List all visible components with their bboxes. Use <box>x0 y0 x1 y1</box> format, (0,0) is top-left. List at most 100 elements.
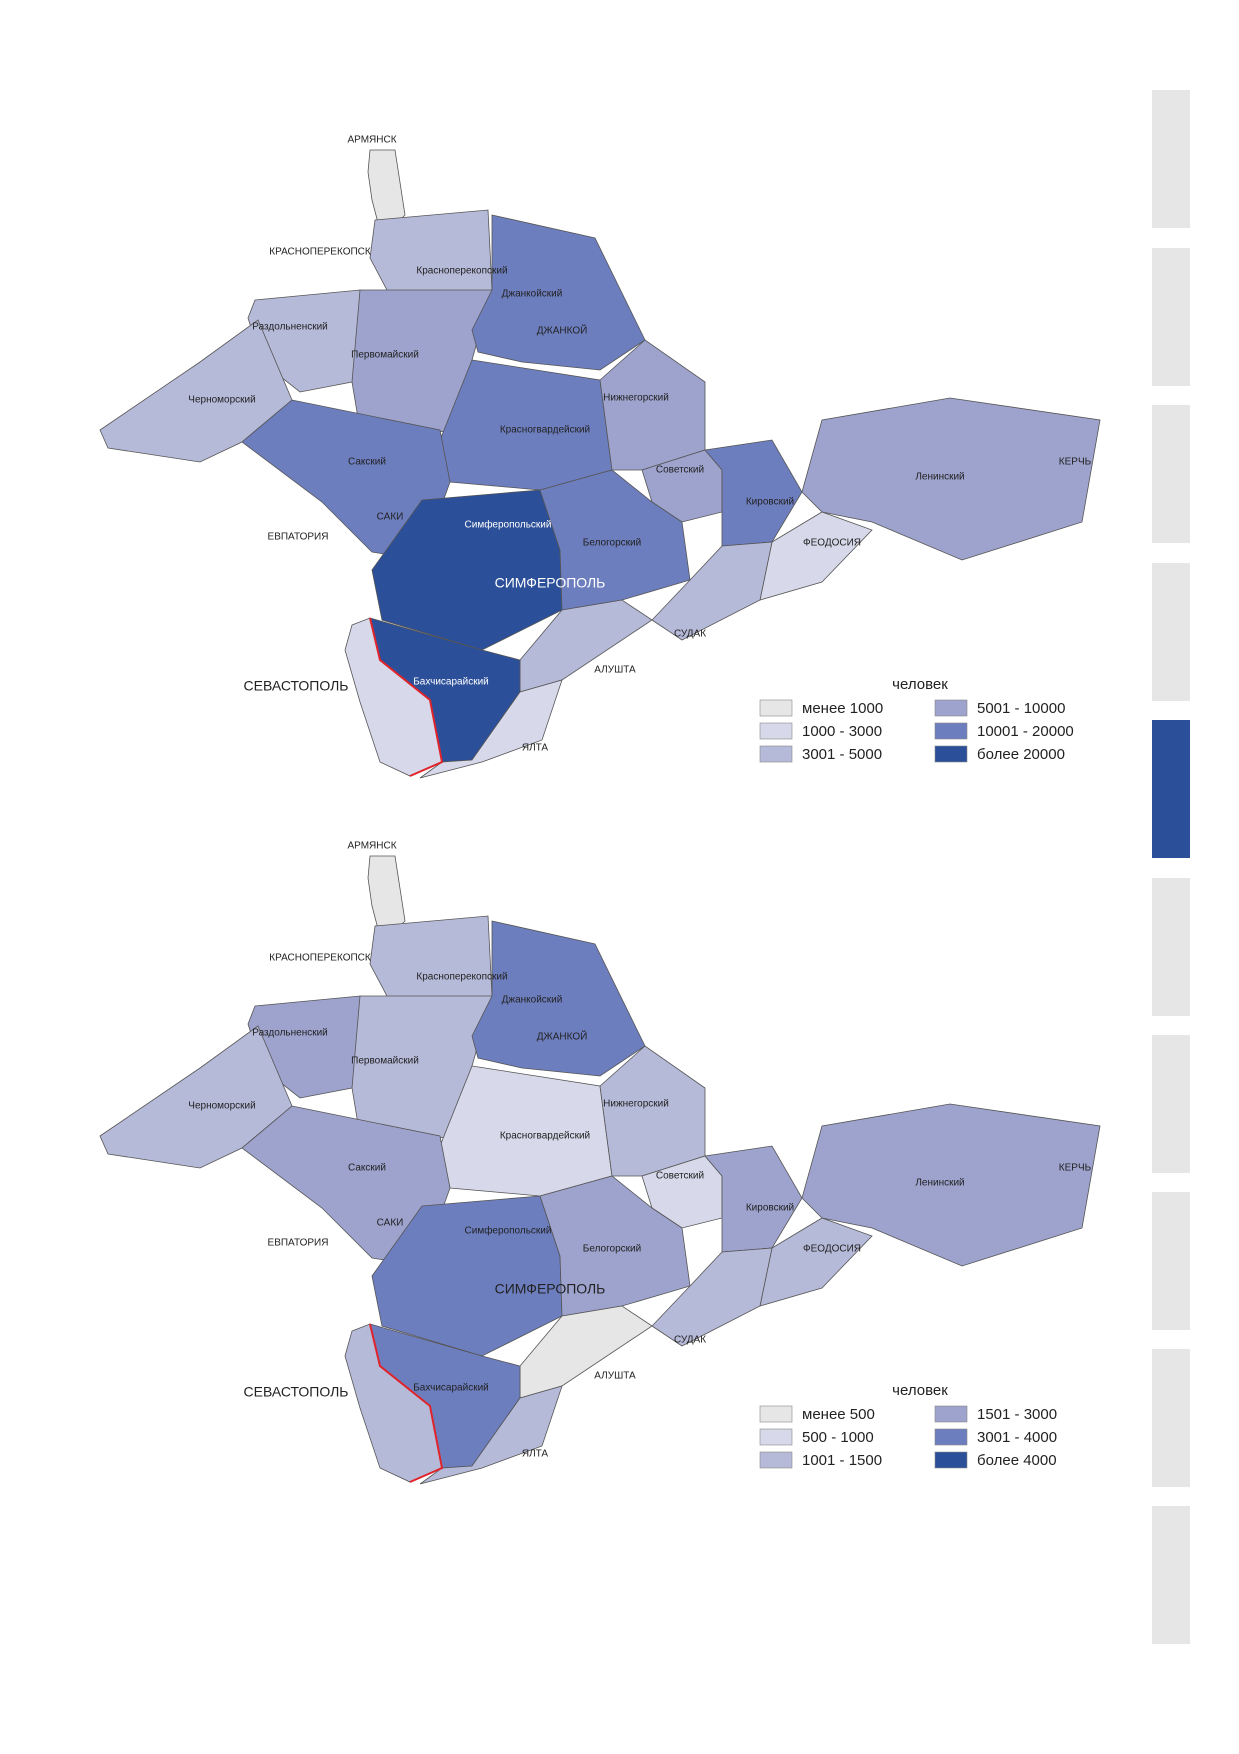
legend-swatch <box>759 699 793 717</box>
legend-title: человек <box>892 676 948 693</box>
legend-label: более 4000 <box>977 1452 1057 1469</box>
section-tabs <box>1152 90 1190 1644</box>
region <box>471 920 646 1077</box>
place-label: Черноморский <box>188 1101 255 1112</box>
place-label: АРМЯНСК <box>347 135 396 146</box>
place-label: ЕВПАТОРИЯ <box>268 1238 329 1249</box>
place-label: ФЕОДОСИЯ <box>803 1244 861 1255</box>
place-label: Белогорский <box>583 538 641 549</box>
region <box>419 1385 563 1485</box>
place-label: Советский <box>656 465 704 476</box>
legend-swatch <box>759 1405 793 1423</box>
legend-label: менее 500 <box>802 1406 875 1423</box>
tab[interactable] <box>1152 563 1190 701</box>
place-label: Кировский <box>746 497 794 508</box>
legend-title: человек <box>892 1382 948 1399</box>
place-label: ЯЛТА <box>522 743 549 754</box>
place-label: Ленинский <box>915 1178 964 1189</box>
place-label: ЯЛТА <box>522 1449 549 1460</box>
place-label: Бахчисарайский <box>413 677 489 688</box>
tab[interactable] <box>1152 248 1190 386</box>
legend-swatch <box>759 722 793 740</box>
place-label: Сакский <box>348 1163 386 1174</box>
region <box>471 214 646 371</box>
place-label: КРАСНОПЕРЕКОПСК <box>269 953 371 964</box>
legend-swatch <box>759 1451 793 1469</box>
place-label: САКИ <box>377 1218 404 1229</box>
place-label: Симферопольский <box>465 519 552 531</box>
tab[interactable] <box>1152 1506 1190 1644</box>
legend-swatch <box>759 1428 793 1446</box>
tab[interactable] <box>1152 405 1190 543</box>
sevastopol-border <box>369 617 444 777</box>
place-label: Ленинский <box>915 472 964 483</box>
place-label: Джанкойский <box>502 289 563 300</box>
legend-swatch <box>934 699 968 717</box>
place-label: АРМЯНСК <box>347 841 396 852</box>
legend-swatch <box>934 1451 968 1469</box>
place-label: Белогорский <box>583 1244 641 1255</box>
legend-label: менее 1000 <box>802 700 883 717</box>
place-label: Раздольненский <box>252 1028 328 1039</box>
legend-label: 5001 - 10000 <box>977 700 1065 717</box>
map: АРМЯНСК КРАСНОПЕРЕКОПСК Красноперекопский Р… <box>99 841 1101 1485</box>
region <box>801 397 1101 561</box>
tab[interactable] <box>1152 90 1190 228</box>
place-label: КРАСНОПЕРЕКОПСК <box>269 247 371 258</box>
region <box>369 209 493 301</box>
place-label: СЕВАСТОПОЛЬ <box>244 1384 349 1400</box>
place-label: Джанкойский <box>502 995 563 1006</box>
place-label: СУДАК <box>674 1335 706 1346</box>
place-label: Раздольненский <box>252 322 328 333</box>
place-label: КЕРЧЬ <box>1059 457 1092 468</box>
place-label: АЛУШТА <box>594 1371 636 1382</box>
place-label: Нижнегорский <box>603 1099 669 1110</box>
place-label: Бахчисарайский <box>413 1383 489 1394</box>
legend-label: 500 - 1000 <box>802 1429 874 1446</box>
place-label: Нижнегорский <box>603 393 669 404</box>
place-label: ДЖАНКОЙ <box>537 324 588 337</box>
place-label: СЕВАСТОПОЛЬ <box>244 678 349 694</box>
map: АРМЯНСК КРАСНОПЕРЕКОПСК Красноперекопский Р… <box>99 135 1101 779</box>
place-label: САКИ <box>377 512 404 523</box>
place-label: Красноперекопский <box>416 266 507 277</box>
region <box>369 915 493 1007</box>
place-label: АЛУШТА <box>594 665 636 676</box>
legend-label: более 20000 <box>977 746 1065 763</box>
legend-label: 1001 - 1500 <box>802 1452 882 1469</box>
place-label: Первомайский <box>351 1056 419 1067</box>
region <box>801 1103 1101 1267</box>
legend-swatch <box>934 745 968 763</box>
place-label: Первомайский <box>351 350 419 361</box>
place-label: ФЕОДОСИЯ <box>803 538 861 549</box>
sevastopol-border <box>369 1323 444 1483</box>
place-label: Сакский <box>348 457 386 468</box>
place-label: Красногвардейский <box>500 1131 590 1142</box>
legend-label: 3001 - 5000 <box>802 746 882 763</box>
legend-label: 1000 - 3000 <box>802 723 882 740</box>
legend-label: 1501 - 3000 <box>977 1406 1057 1423</box>
legend-label: 3001 - 4000 <box>977 1429 1057 1446</box>
place-label: СИМФЕРОПОЛЬ <box>495 1281 606 1297</box>
place-label: Красногвардейский <box>500 425 590 436</box>
tab[interactable] <box>1152 878 1190 1016</box>
legend-swatch <box>934 722 968 740</box>
legend-swatch <box>759 745 793 763</box>
place-label: ДЖАНКОЙ <box>537 1030 588 1043</box>
legend-swatch <box>934 1428 968 1446</box>
place-label: СИМФЕРОПОЛЬ <box>495 575 606 591</box>
place-label: Кировский <box>746 1203 794 1214</box>
place-label: ЕВПАТОРИЯ <box>268 532 329 543</box>
place-label: Советский <box>656 1171 704 1182</box>
tab-active[interactable] <box>1152 720 1190 858</box>
place-label: Красноперекопский <box>416 972 507 983</box>
place-label: Симферопольский <box>465 1225 552 1237</box>
place-label: Черноморский <box>188 395 255 406</box>
tab[interactable] <box>1152 1192 1190 1330</box>
place-label: СУДАК <box>674 629 706 640</box>
legend-swatch <box>934 1405 968 1423</box>
tab[interactable] <box>1152 1349 1190 1487</box>
tab[interactable] <box>1152 1035 1190 1173</box>
place-label: КЕРЧЬ <box>1059 1163 1092 1174</box>
